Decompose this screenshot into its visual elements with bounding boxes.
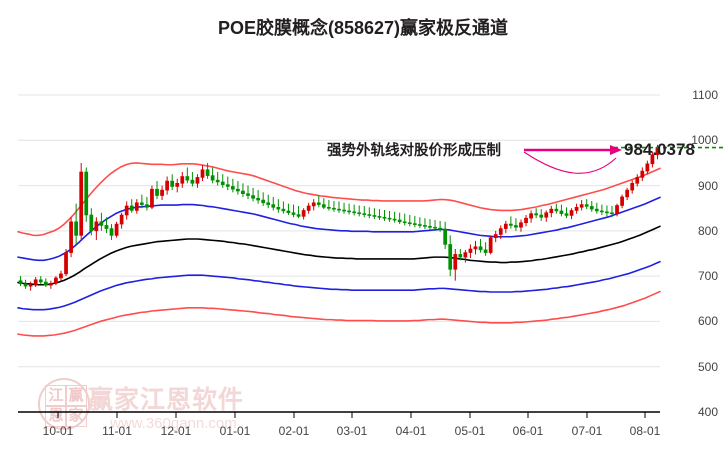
axis — [18, 411, 660, 418]
x-axis-tick-label: 10-01 — [42, 424, 74, 438]
x-axis-tick-label: 01-01 — [219, 424, 251, 438]
x-axis-tick-label: 05-01 — [454, 424, 486, 438]
candlestick-series — [18, 144, 660, 291]
watermark-logo: 江 赢 恩 家 — [38, 378, 90, 430]
channel-bands — [17, 162, 661, 337]
x-axis-tick-label: 03-01 — [336, 424, 368, 438]
watermark-url: www.360gann.com — [110, 415, 237, 432]
y-axis-tick-label: 400 — [697, 405, 718, 419]
watermark-logo-char-3: 家 — [65, 405, 87, 427]
watermark-logo-char-2: 恩 — [45, 405, 67, 427]
watermark-logo-char-1: 赢 — [65, 385, 87, 407]
y-axis-tick-label: 500 — [697, 359, 718, 374]
y-axis-tick-label: 700 — [697, 269, 718, 284]
annotation-text: 强势外轨线对股价形成压制 — [327, 143, 501, 159]
page-title: POE胶膜概念(858627)赢家极反通道 — [217, 18, 509, 38]
y-axis-tick-label: 600 — [697, 314, 718, 329]
y-axis-tick-label: 1000 — [691, 133, 718, 148]
annotation-arrow — [523, 145, 622, 174]
watermark-brand: 赢家江恩软件 — [88, 386, 245, 414]
x-axis-tick-label: 07-01 — [571, 424, 603, 438]
y-axis-tick-label: 900 — [697, 178, 718, 193]
y-axis-tick-label: 800 — [697, 223, 718, 238]
y-axis-tick-label: 1100 — [692, 88, 718, 102]
x-axis-tick-label: 04-01 — [395, 424, 427, 438]
x-axis-tick-label: 02-01 — [278, 424, 310, 438]
x-axis-tick-label: 11-01 — [102, 424, 132, 438]
watermark-logo-char-0: 江 — [45, 385, 67, 407]
x-axis-tick-label: 08-01 — [629, 424, 661, 438]
x-axis-tick-label: 06-01 — [512, 424, 544, 438]
current-price-label: 984.0378 — [624, 140, 695, 159]
x-axis-tick-label: 12-01 — [160, 424, 192, 438]
